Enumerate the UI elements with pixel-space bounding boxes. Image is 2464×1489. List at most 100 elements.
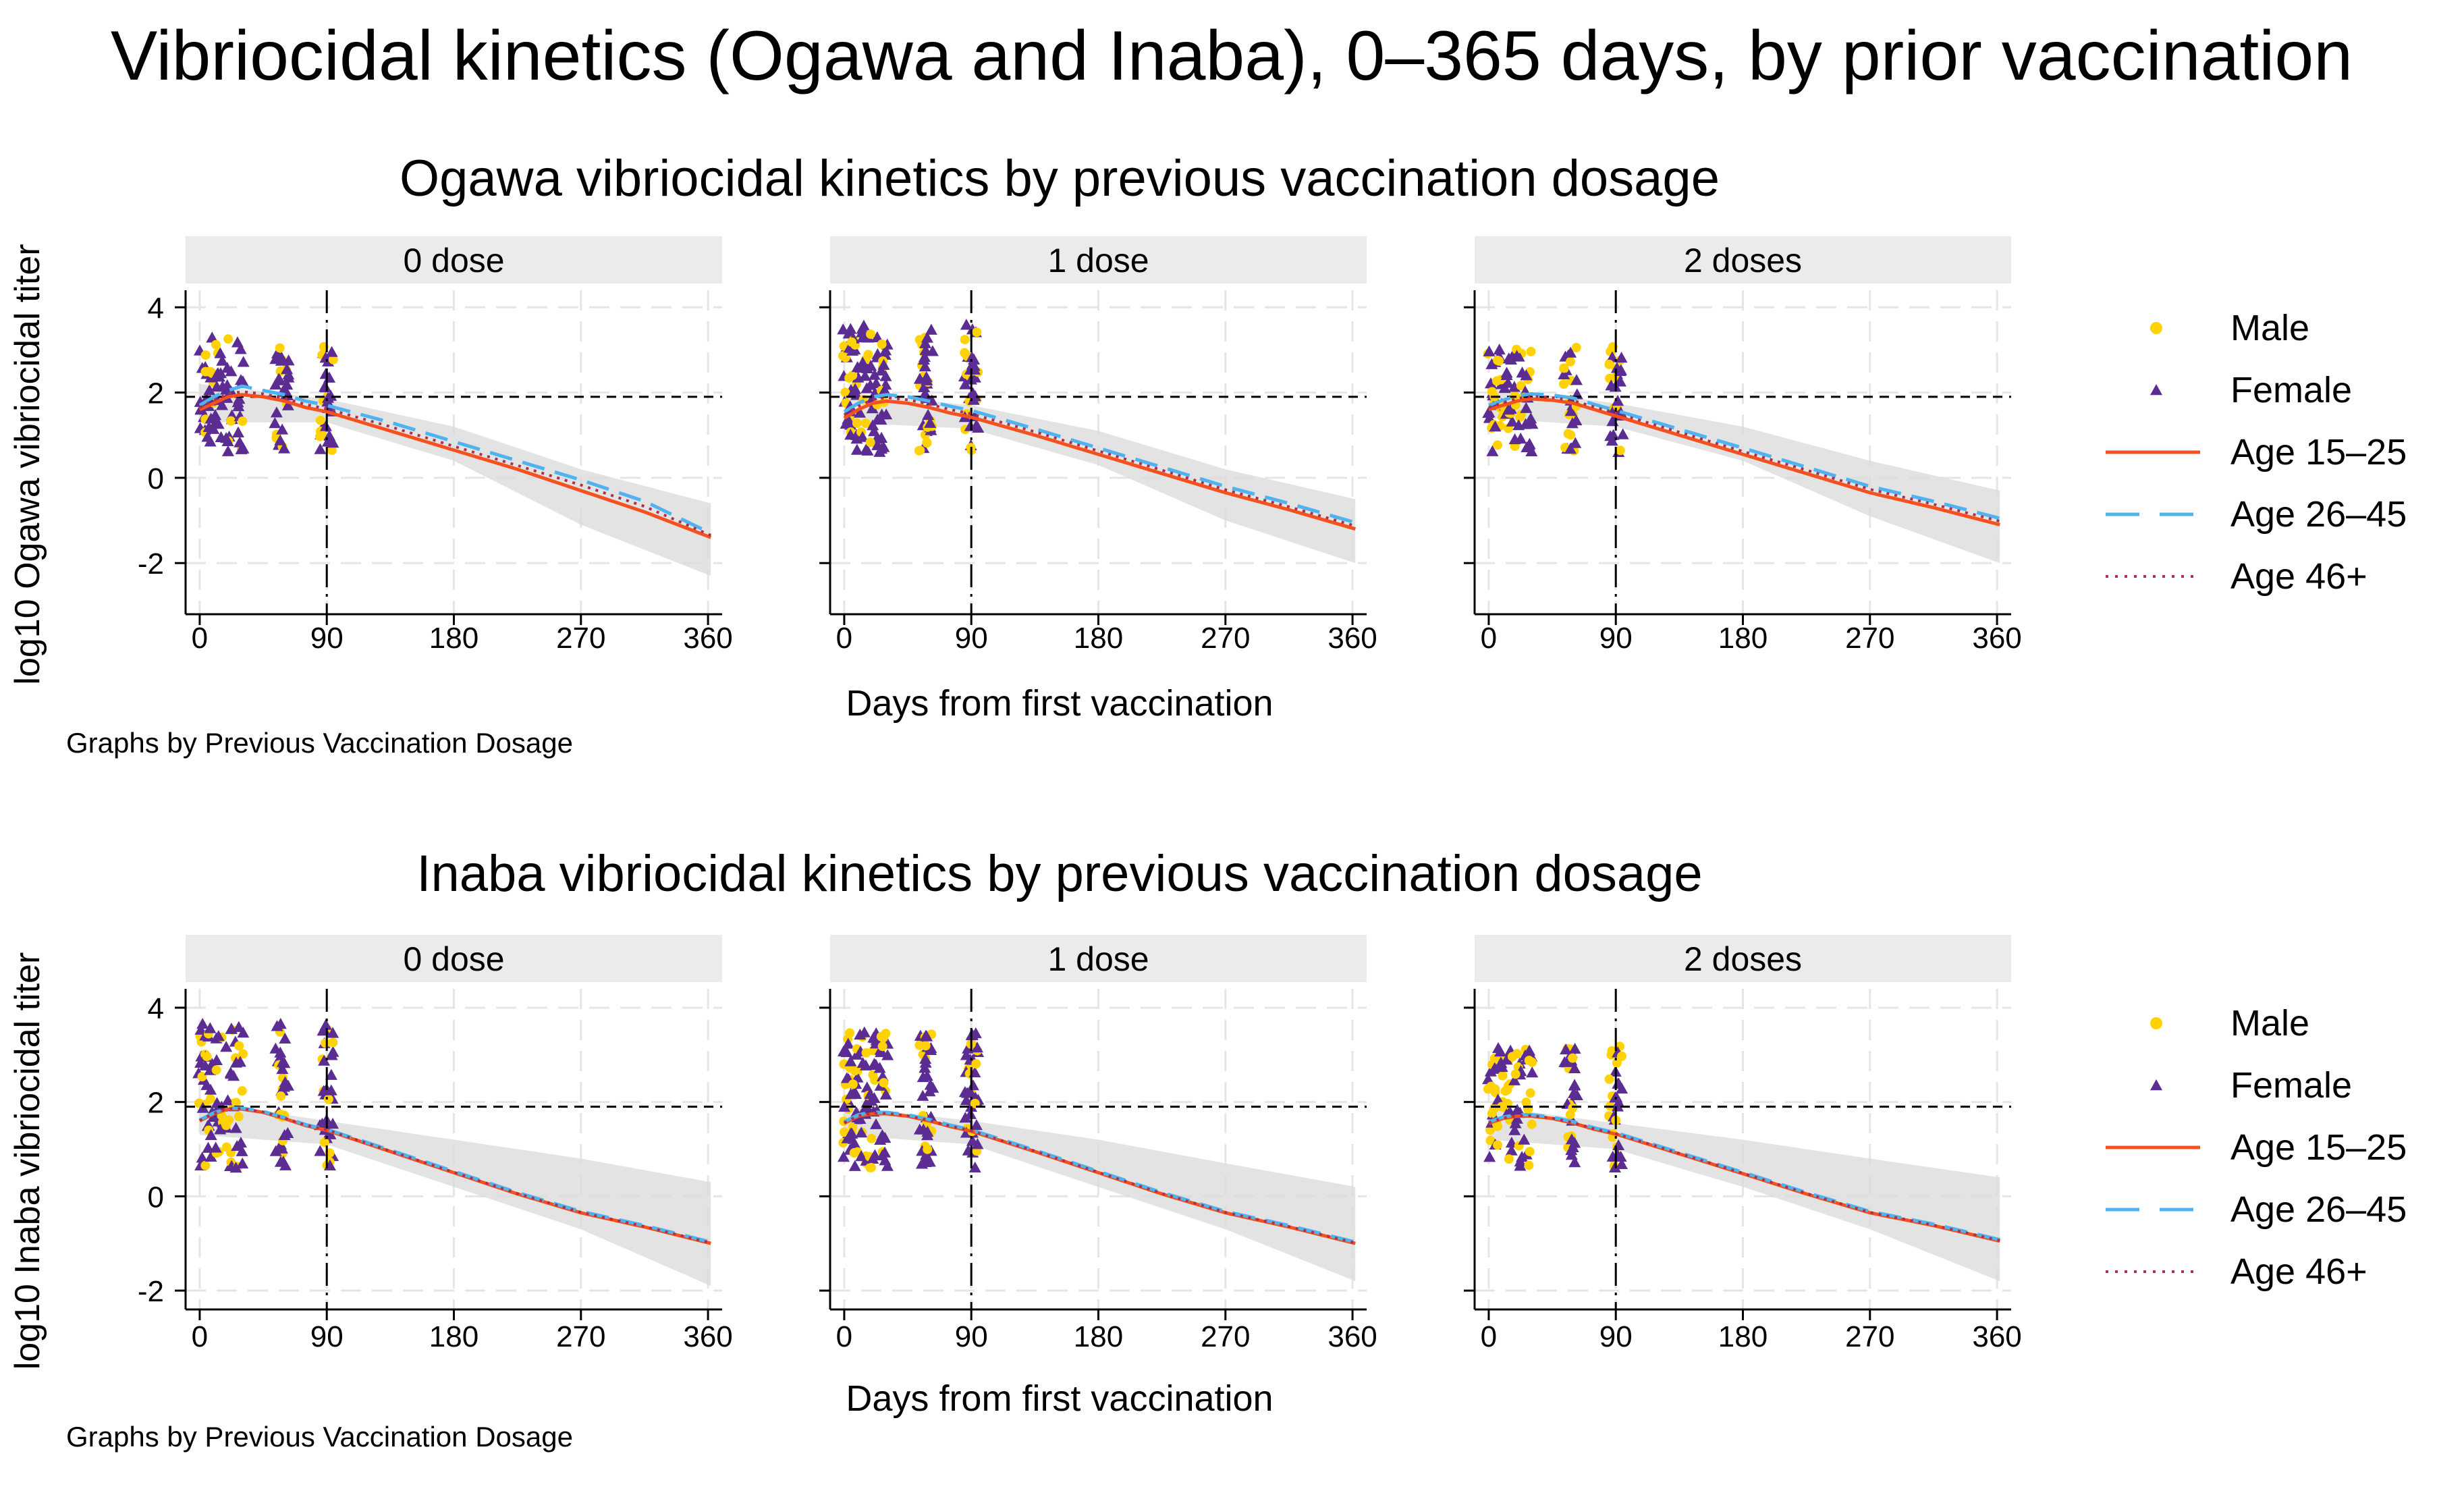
facet-header <box>1475 236 2011 283</box>
female-point <box>966 1079 979 1091</box>
female-point <box>970 1041 983 1053</box>
y-tick-label: -2 <box>138 1275 164 1308</box>
female-point <box>229 1162 242 1173</box>
confidence-band <box>199 1102 711 1287</box>
x-tick-label: 270 <box>556 1320 605 1353</box>
legend-label: Age 46+ <box>2230 556 2367 597</box>
female-point <box>1523 1044 1536 1056</box>
female-point <box>236 1145 248 1156</box>
x-tick-label: 90 <box>310 622 344 655</box>
chart-title: Inaba vibriocidal kinetics by previous v… <box>416 845 1702 902</box>
male-point <box>877 339 887 349</box>
female-point <box>873 1062 886 1073</box>
x-tick-label: 90 <box>1599 1320 1633 1353</box>
male-point <box>1605 373 1615 383</box>
female-point <box>204 1083 217 1095</box>
y-tick-label: 4 <box>148 992 164 1025</box>
age-46-plus-line <box>199 390 712 537</box>
age-15-25-line <box>198 393 712 539</box>
male-point <box>223 334 234 344</box>
female-point <box>1511 1104 1524 1115</box>
male-point <box>879 1078 889 1088</box>
female-point <box>1510 1112 1523 1124</box>
x-tick-label: 270 <box>556 622 605 655</box>
x-tick-label: 360 <box>1972 622 2021 655</box>
female-point <box>1564 405 1577 416</box>
x-tick-label: 360 <box>1972 1320 2021 1353</box>
female-point <box>212 418 225 429</box>
facet-header <box>830 236 1367 283</box>
x-axis-label: Days from first vaccination <box>846 683 1273 724</box>
legend-female-marker <box>2150 384 2162 396</box>
female-point <box>275 354 288 366</box>
female-point <box>921 1070 933 1081</box>
female-point <box>1484 377 1497 389</box>
legend-label: Age 26–45 <box>2230 1189 2407 1230</box>
male-point <box>865 437 875 448</box>
legend-label: Male <box>2230 308 2309 348</box>
female-point <box>870 377 883 389</box>
female-point <box>922 408 935 421</box>
female-point <box>858 370 871 381</box>
confidence-band <box>1488 1106 2000 1282</box>
female-point <box>196 1152 209 1163</box>
female-point <box>964 1085 977 1097</box>
male-point <box>1615 445 1625 456</box>
female-point <box>232 400 245 412</box>
x-tick-label: 180 <box>1718 622 1768 655</box>
female-point <box>838 1100 850 1112</box>
x-tick-label: 0 <box>192 622 208 655</box>
male-point <box>923 1144 933 1154</box>
female-point <box>1568 1042 1581 1054</box>
male-point <box>1502 1085 1512 1095</box>
facet-label: 0 dose <box>403 940 504 978</box>
male-point <box>323 1094 333 1104</box>
x-tick-label: 0 <box>192 1320 208 1353</box>
age-26-45-line <box>843 393 1356 524</box>
female-point <box>921 1125 934 1137</box>
female-point <box>1568 1062 1581 1074</box>
male-point <box>1512 344 1522 354</box>
female-point <box>1520 402 1533 413</box>
male-point <box>921 1041 931 1051</box>
female-point <box>858 1026 871 1037</box>
male-point <box>847 337 857 347</box>
female-point <box>276 1062 289 1075</box>
male-point <box>1612 1058 1622 1068</box>
x-tick-label: 270 <box>1201 622 1250 655</box>
male-point <box>205 1094 215 1104</box>
female-point <box>314 443 327 454</box>
male-point <box>224 1115 234 1125</box>
female-point <box>237 356 250 367</box>
male-point <box>1494 356 1504 366</box>
female-point <box>269 416 281 429</box>
female-point <box>203 384 216 396</box>
female-point <box>1514 432 1527 444</box>
female-point <box>235 443 248 454</box>
male-point <box>315 415 325 425</box>
female-point <box>281 363 294 375</box>
female-point <box>276 1056 289 1067</box>
x-tick-label: 270 <box>1845 622 1894 655</box>
legend-label: Female <box>2230 1065 2352 1106</box>
female-point <box>1523 439 1535 450</box>
female-point <box>854 406 867 418</box>
female-point <box>234 436 246 448</box>
female-point <box>867 1031 880 1043</box>
female-point <box>214 347 227 358</box>
male-point <box>314 431 325 441</box>
x-tick-label: 180 <box>1074 622 1123 655</box>
female-point <box>1566 1141 1579 1152</box>
male-point <box>231 1098 241 1108</box>
female-point <box>867 391 879 403</box>
female-point <box>919 337 932 348</box>
female-point <box>879 370 892 381</box>
female-point <box>856 323 869 334</box>
female-point <box>327 1027 339 1038</box>
male-point <box>866 329 876 340</box>
female-point <box>1567 1087 1580 1098</box>
main-title: Vibriocidal kinetics (Ogawa and Inaba), … <box>111 17 2353 95</box>
female-point <box>204 1129 217 1141</box>
legend-male-marker <box>2150 1017 2162 1029</box>
male-point <box>328 354 338 364</box>
